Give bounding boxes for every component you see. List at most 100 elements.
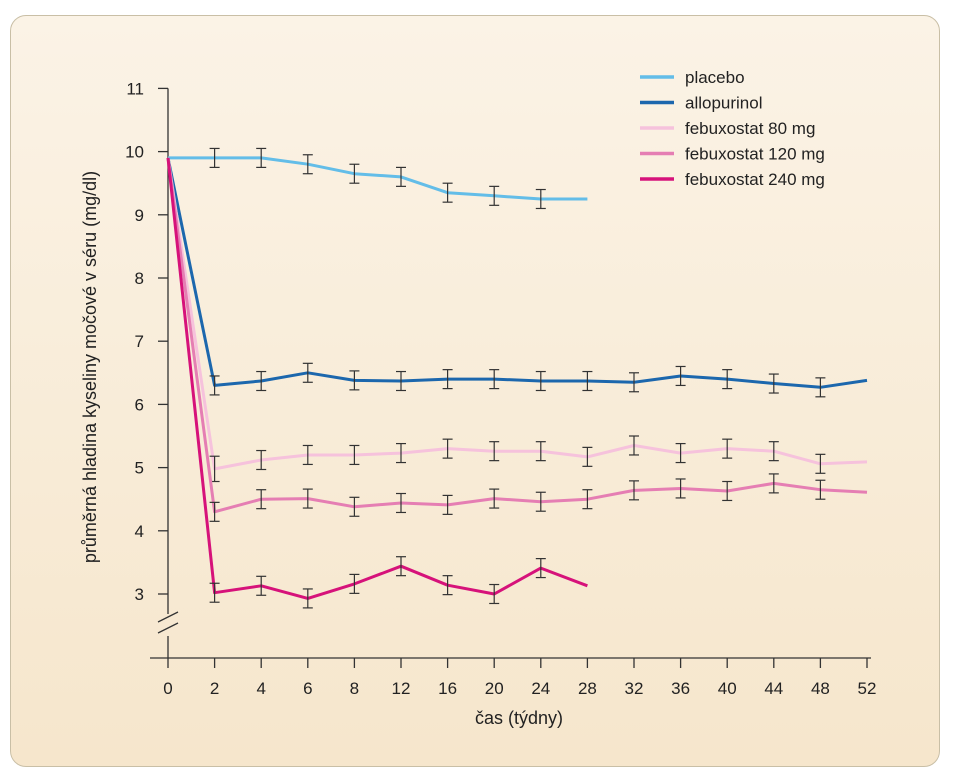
error-bar [629, 480, 639, 501]
x-tick-label: 40 [718, 679, 737, 698]
error-bar [256, 575, 267, 596]
error-bar [302, 362, 313, 383]
error-bar [442, 182, 453, 203]
y-tick-label: 3 [135, 585, 144, 604]
error-bar [535, 558, 546, 579]
error-bar [396, 166, 406, 187]
axis-break-mark [157, 611, 179, 623]
error-bar [442, 438, 453, 459]
error-bar [489, 441, 500, 462]
error-bar [256, 147, 267, 168]
error-bar [722, 438, 733, 459]
error-bar [815, 453, 826, 474]
error-bar [209, 375, 220, 396]
error-bar [768, 373, 779, 394]
x-tick-label: 6 [303, 679, 312, 698]
error-bar [582, 446, 593, 467]
error-bar [396, 370, 406, 392]
axis-break-mark [157, 622, 179, 634]
x-tick-label: 8 [350, 679, 359, 698]
error-bar [442, 575, 453, 596]
error-bar [768, 473, 779, 494]
x-tick-label: 16 [438, 679, 457, 698]
series-line [166, 157, 588, 600]
error-bar [396, 492, 406, 514]
error-bar [489, 369, 500, 390]
error-bar [302, 154, 313, 175]
error-bar [396, 556, 406, 577]
error-bar [209, 582, 220, 603]
y-tick-label: 7 [135, 332, 144, 351]
error-bar [675, 442, 686, 464]
error-bar [535, 370, 546, 392]
error-bar [442, 494, 453, 515]
error-bar [349, 444, 360, 466]
series-2 [166, 157, 868, 483]
error-bar [302, 488, 313, 509]
error-bar [629, 372, 639, 393]
error-bar [349, 573, 360, 594]
y-tick-label: 5 [135, 459, 144, 478]
error-bar [815, 377, 826, 398]
legend-label: placebo [685, 68, 745, 87]
legend-label: febuxostat 120 mg [685, 145, 825, 164]
x-tick-label: 12 [392, 679, 411, 698]
x-tick-label: 52 [858, 679, 877, 698]
error-bar [675, 365, 686, 387]
error-bar [535, 491, 546, 512]
error-bar [256, 370, 267, 392]
x-tick-label: 0 [163, 679, 172, 698]
y-tick-label: 9 [135, 206, 144, 225]
x-tick-label: 32 [625, 679, 644, 698]
series-layer [166, 147, 868, 609]
chart-panel [10, 15, 940, 767]
x-tick-label: 2 [210, 679, 219, 698]
series-line [166, 157, 868, 389]
error-bar [256, 449, 267, 471]
error-bar [396, 442, 406, 464]
error-bar [489, 583, 500, 605]
error-bar [442, 369, 453, 390]
legend-label: febuxostat 80 mg [685, 119, 815, 138]
y-tick-label: 10 [125, 143, 144, 162]
series-4 [166, 157, 588, 609]
error-bar [815, 479, 826, 500]
y-axis-title: průměrná hladina kyseliny močové v séru … [80, 171, 100, 563]
error-bar [489, 185, 500, 206]
series-3 [166, 157, 868, 522]
y-tick-label: 6 [135, 395, 144, 414]
error-bar [489, 488, 500, 509]
error-bar [768, 441, 779, 462]
x-tick-label: 20 [485, 679, 504, 698]
series-line [168, 156, 588, 201]
error-bar [302, 588, 313, 609]
error-bar [675, 478, 686, 499]
error-bar [582, 489, 593, 510]
series-0 [168, 147, 588, 210]
series-line [166, 157, 868, 514]
x-tick-label: 36 [671, 679, 690, 698]
error-bar [722, 369, 733, 390]
y-tick-label: 8 [135, 269, 144, 288]
error-bar [349, 163, 360, 184]
series-line [166, 157, 868, 471]
series-1 [166, 157, 868, 398]
legend-label: allopurinol [685, 94, 763, 113]
y-tick-label: 11 [126, 79, 144, 98]
legend: placebo allopurinol febuxostat 80 mg febuxo… [640, 68, 825, 189]
error-bar [256, 489, 267, 510]
error-bar [582, 370, 593, 392]
error-bar [629, 435, 639, 456]
x-tick-label: 48 [811, 679, 830, 698]
error-bar [535, 188, 546, 210]
x-tick-label: 24 [531, 679, 550, 698]
x-axis-title: čas (týdny) [475, 708, 563, 728]
x-tick-label: 44 [764, 679, 783, 698]
legend-label: febuxostat 240 mg [685, 170, 825, 189]
error-bar [302, 444, 313, 466]
error-bar [209, 501, 220, 522]
error-bar [349, 370, 360, 391]
x-tick-label: 28 [578, 679, 597, 698]
